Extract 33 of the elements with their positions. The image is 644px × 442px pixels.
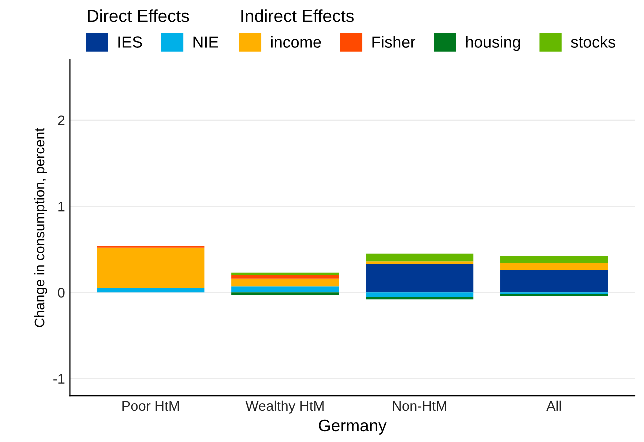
bar <box>500 270 608 293</box>
bar <box>232 278 340 287</box>
legend-label: NIE <box>194 36 218 48</box>
bar <box>97 288 205 293</box>
bar <box>232 286 340 293</box>
bar <box>366 292 474 297</box>
legend-label: IES <box>118 36 142 48</box>
bar <box>97 248 205 288</box>
x-axis-title: Germany <box>319 420 387 435</box>
bar <box>232 272 340 276</box>
bar <box>366 254 474 262</box>
bar <box>366 264 474 293</box>
x-tick-label: Non-HtM <box>393 401 446 412</box>
y-tick-label: 1 <box>58 202 65 212</box>
legend-label: Fisher <box>372 36 416 48</box>
bar <box>366 296 474 300</box>
y-tick-label: 2 <box>58 116 65 126</box>
text: Direct Effects <box>88 10 190 22</box>
text: Indirect Effects <box>242 10 354 22</box>
y-tick-label: 0 <box>58 288 65 298</box>
legend-label: stocks <box>571 36 616 48</box>
legend-label: income <box>271 36 322 48</box>
legend-label: housing <box>466 36 520 52</box>
x-tick-label: Wealthy HtM <box>246 400 324 414</box>
bar <box>500 263 608 270</box>
y-tick-label: -1 <box>54 374 65 384</box>
bar <box>232 292 340 296</box>
bar <box>500 256 608 264</box>
y-axis-title: Change in consumption, percent <box>34 128 48 328</box>
x-tick-label: Poor HtM <box>122 401 180 412</box>
bar <box>232 275 340 279</box>
x-tick-label: All <box>546 400 562 411</box>
bar <box>366 262 474 264</box>
